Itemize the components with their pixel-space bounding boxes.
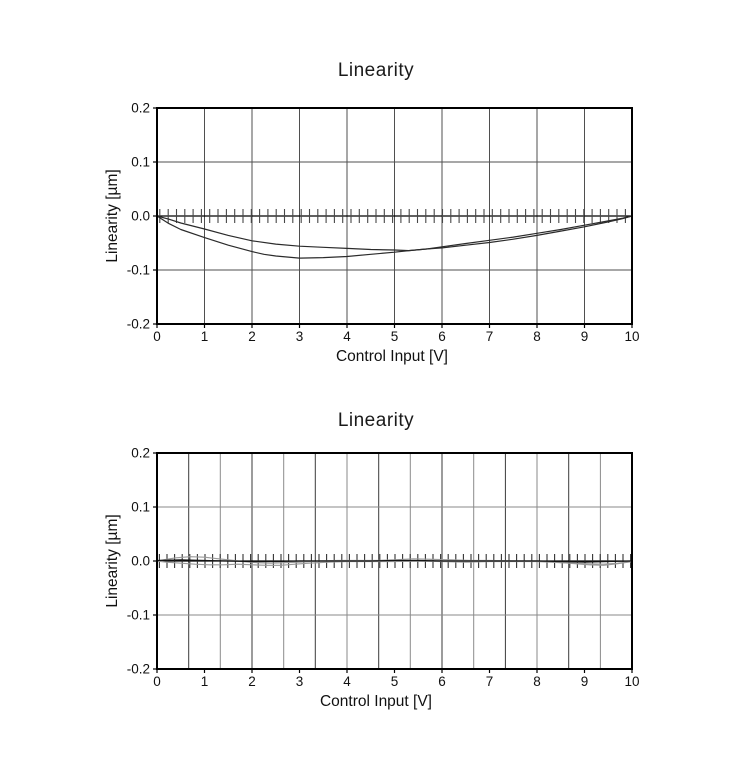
x-tick-label: 9 (581, 329, 589, 344)
x-axis-label: Control Input [V] (336, 348, 448, 365)
x-tick-label: 4 (343, 329, 351, 344)
y-axis-label: Linearity [µm] (104, 169, 121, 262)
series-curve-lower-ascending (156, 215, 633, 259)
y-tick-label: -0.1 (127, 608, 150, 623)
x-tick-label: 6 (438, 674, 446, 689)
x-tick-label: 6 (438, 329, 446, 344)
y-tick-label: -0.2 (127, 662, 150, 677)
x-tick-label: 2 (248, 329, 256, 344)
x-tick-label: 8 (533, 674, 541, 689)
y-tick-label: 0.1 (131, 155, 150, 170)
x-tick-label: 8 (533, 329, 541, 344)
x-tick-label: 4 (343, 674, 351, 689)
chart-bottom-plot: 0 1 2 3 4 5 6 7 8 9 10 0.2 0.1 0.0 -0.1 -0.2 Control Inp… (104, 446, 640, 711)
x-tick-label: 5 (391, 329, 399, 344)
chart-bottom-title: Linearity (337, 410, 415, 431)
y-tick-label: 0.0 (131, 209, 150, 224)
x-tick-label: 2 (248, 674, 256, 689)
y-axis-label: Linearity [µm] (104, 514, 121, 607)
x-tick-label: 3 (296, 329, 304, 344)
x-tick-label: 3 (296, 674, 304, 689)
y-tick-label: -0.2 (127, 317, 150, 332)
x-tick-label: 10 (624, 329, 639, 344)
chart-top-plot: 0 1 2 3 4 5 6 7 8 9 10 0.2 0.1 0.0 -0.1 -0.2 Control Inp… (104, 101, 640, 366)
y-tick-label: 0.2 (131, 101, 150, 116)
x-axis-label: Control Input [V] (320, 693, 432, 710)
y-tick-label: 0.0 (131, 554, 150, 569)
chart-top-title: Linearity (337, 60, 415, 81)
x-tick-label: 1 (201, 674, 209, 689)
x-tick-label: 7 (486, 329, 494, 344)
series-curve-black-near-zero (156, 559, 633, 563)
x-tick-label: 10 (624, 674, 639, 689)
x-tick-label: 9 (581, 674, 589, 689)
x-tick-label: 7 (486, 674, 494, 689)
x-tick-label: 0 (153, 329, 161, 344)
x-tick-label: 0 (153, 674, 161, 689)
x-tick-label: 1 (201, 329, 209, 344)
y-tick-label: -0.1 (127, 263, 150, 278)
series-curve-upper-descending (156, 215, 633, 252)
x-tick-label: 5 (391, 674, 399, 689)
y-tick-label: 0.1 (131, 500, 150, 515)
y-tick-label: 0.2 (131, 446, 150, 461)
